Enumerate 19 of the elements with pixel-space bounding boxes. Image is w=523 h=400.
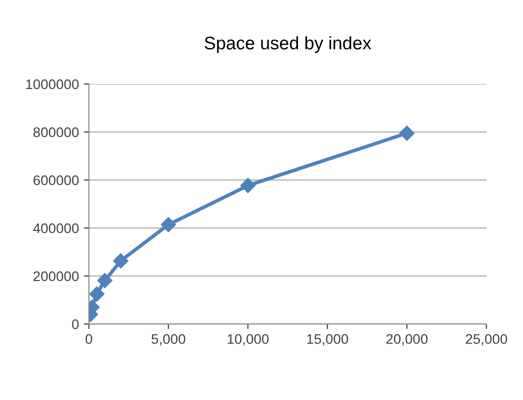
y-tick-label: 400000 (33, 223, 79, 234)
point (240, 178, 256, 194)
y-tick-label: 600000 (34, 175, 79, 186)
point (89, 286, 104, 302)
y-tick-label: 800000 (33, 127, 79, 138)
point (113, 253, 128, 268)
x-tick-label: 5,000 (152, 334, 186, 346)
x-tick-label: 15,000 (307, 334, 348, 346)
x-tick-label: 0 (86, 334, 92, 344)
x-tick-label: 10,000 (228, 334, 269, 346)
y-tick-label: 0 (72, 319, 79, 330)
y-tick-label: 1000000 (26, 79, 79, 90)
x-tick-label: 20,000 (386, 334, 428, 346)
point (160, 217, 176, 232)
y-tick-label: 200000 (34, 271, 79, 282)
point (399, 126, 414, 141)
x-tick-label: 25,000 (466, 334, 508, 346)
point (97, 272, 112, 288)
chart-title: Space used by index (204, 36, 372, 54)
